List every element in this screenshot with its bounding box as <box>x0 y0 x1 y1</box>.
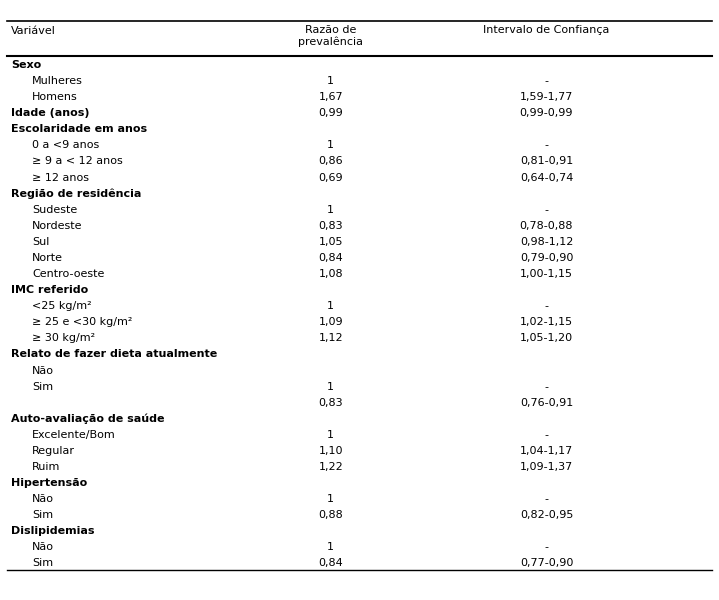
Text: 1: 1 <box>327 382 334 392</box>
Text: 1: 1 <box>327 430 334 440</box>
Text: -: - <box>544 140 549 151</box>
Text: -: - <box>544 301 549 311</box>
Text: 1: 1 <box>327 76 334 86</box>
Text: Dislipidemias: Dislipidemias <box>11 526 94 536</box>
Text: 0,99-0,99: 0,99-0,99 <box>520 108 573 118</box>
Text: Ruim: Ruim <box>32 462 60 472</box>
Text: 0,79-0,90: 0,79-0,90 <box>520 253 573 263</box>
Text: Sexo: Sexo <box>11 60 41 70</box>
Text: -: - <box>544 205 549 215</box>
Text: 1: 1 <box>327 301 334 311</box>
Text: ≥ 30 kg/m²: ≥ 30 kg/m² <box>32 334 96 343</box>
Text: Sul: Sul <box>32 237 50 247</box>
Text: Centro-oeste: Centro-oeste <box>32 269 105 279</box>
Text: prevalência: prevalência <box>298 37 363 47</box>
Text: 1,12: 1,12 <box>319 334 343 343</box>
Text: -: - <box>544 430 549 440</box>
Text: 0,77-0,90: 0,77-0,90 <box>520 559 573 568</box>
Text: Escolaridade em anos: Escolaridade em anos <box>11 124 147 134</box>
Text: 1: 1 <box>327 494 334 504</box>
Text: Idade (anos): Idade (anos) <box>11 108 89 118</box>
Text: 1,09-1,37: 1,09-1,37 <box>520 462 573 472</box>
Text: 0,88: 0,88 <box>319 510 343 520</box>
Text: Razão de: Razão de <box>305 25 357 35</box>
Text: Sim: Sim <box>32 510 53 520</box>
Text: Intervalo de Confiança: Intervalo de Confiança <box>483 25 610 35</box>
Text: Excelente/Bom: Excelente/Bom <box>32 430 116 440</box>
Text: Homens: Homens <box>32 92 78 102</box>
Text: Variável: Variável <box>11 26 55 36</box>
Text: Hipertensão: Hipertensão <box>11 478 87 488</box>
Text: 0,69: 0,69 <box>319 173 343 182</box>
Text: Sim: Sim <box>32 382 53 392</box>
Text: Não: Não <box>32 542 55 553</box>
Text: Auto-avaliação de saúde: Auto-avaliação de saúde <box>11 414 164 424</box>
Text: -: - <box>544 494 549 504</box>
Text: 1: 1 <box>327 542 334 553</box>
Text: IMC referido: IMC referido <box>11 285 88 295</box>
Text: 1: 1 <box>327 205 334 215</box>
Text: 0,83: 0,83 <box>319 221 343 231</box>
Text: 0,64-0,74: 0,64-0,74 <box>520 173 573 182</box>
Text: 0,99: 0,99 <box>319 108 343 118</box>
Text: 1,59-1,77: 1,59-1,77 <box>520 92 573 102</box>
Text: Relato de fazer dieta atualmente: Relato de fazer dieta atualmente <box>11 349 217 359</box>
Text: -: - <box>544 382 549 392</box>
Text: Sudeste: Sudeste <box>32 205 78 215</box>
Text: 0,84: 0,84 <box>319 253 343 263</box>
Text: Sim: Sim <box>32 559 53 568</box>
Text: -: - <box>544 76 549 86</box>
Text: Região de residência: Região de residência <box>11 188 141 199</box>
Text: 1,05-1,20: 1,05-1,20 <box>520 334 573 343</box>
Text: ≥ 12 anos: ≥ 12 anos <box>32 173 89 182</box>
Text: 1,08: 1,08 <box>319 269 343 279</box>
Text: 1,02-1,15: 1,02-1,15 <box>520 317 573 327</box>
Text: 1,67: 1,67 <box>319 92 343 102</box>
Text: 0,98-1,12: 0,98-1,12 <box>520 237 573 247</box>
Text: 1: 1 <box>327 140 334 151</box>
Text: Nordeste: Nordeste <box>32 221 83 231</box>
Text: 0,81-0,91: 0,81-0,91 <box>520 157 573 166</box>
Text: Regular: Regular <box>32 446 75 456</box>
Text: 1,04-1,17: 1,04-1,17 <box>520 446 573 456</box>
Text: 1,22: 1,22 <box>319 462 343 472</box>
Text: 1,05: 1,05 <box>319 237 343 247</box>
Text: -: - <box>544 542 549 553</box>
Text: 0,83: 0,83 <box>319 398 343 407</box>
Text: 0,82-0,95: 0,82-0,95 <box>520 510 573 520</box>
Text: 0,86: 0,86 <box>319 157 343 166</box>
Text: Não: Não <box>32 365 55 376</box>
Text: Mulheres: Mulheres <box>32 76 83 86</box>
Text: ≥ 9 a < 12 anos: ≥ 9 a < 12 anos <box>32 157 123 166</box>
Text: 0,78-0,88: 0,78-0,88 <box>520 221 573 231</box>
Text: 1,00-1,15: 1,00-1,15 <box>520 269 573 279</box>
Text: 1,10: 1,10 <box>319 446 343 456</box>
Text: 0,76-0,91: 0,76-0,91 <box>520 398 573 407</box>
Text: Norte: Norte <box>32 253 63 263</box>
Text: <25 kg/m²: <25 kg/m² <box>32 301 92 311</box>
Text: ≥ 25 e <30 kg/m²: ≥ 25 e <30 kg/m² <box>32 317 133 327</box>
Text: Não: Não <box>32 494 55 504</box>
Text: 0 a <9 anos: 0 a <9 anos <box>32 140 100 151</box>
Text: 0,84: 0,84 <box>319 559 343 568</box>
Text: 1,09: 1,09 <box>319 317 343 327</box>
